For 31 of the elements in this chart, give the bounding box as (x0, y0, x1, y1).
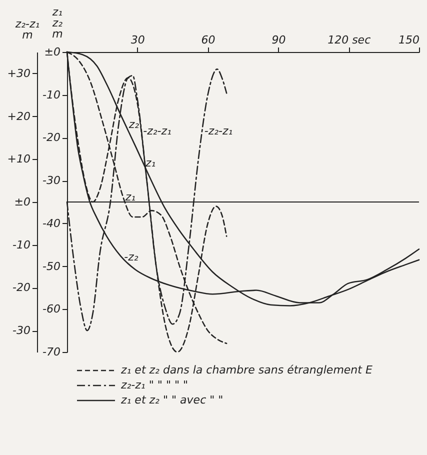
y-axis-title: z₁ z₂ m (51, 6, 64, 40)
legend-label: z₂-z₁ " " " " " (120, 378, 188, 392)
annotation: -z₂ (124, 250, 139, 264)
y-tick-label: -70 (42, 346, 60, 358)
y-tick-label: -20 (42, 131, 60, 144)
y2-tick-label: +20 (7, 110, 30, 123)
annotation: -z₂-z₁ (204, 124, 233, 138)
x-tick-label: 90 (272, 34, 286, 46)
x-tick-label: 150 (398, 34, 420, 46)
y2-tick-label: -30 (12, 324, 30, 338)
legend-label: z₁ et z₂ dans la chambre sans étranglement E (120, 364, 372, 376)
annotation: -z₂-z₁ (143, 124, 172, 138)
y2-tick-label: ±0 (14, 196, 30, 208)
y-tick-label: -50 (42, 260, 60, 273)
y-tick-label: -40 (42, 216, 60, 230)
y2-tick-label: +30 (7, 66, 30, 80)
y-tick-label: -30 (42, 174, 60, 188)
legend-label: z₁ et z₂ " " avec " " (120, 394, 224, 406)
y-tick-label: -10 (42, 88, 60, 102)
y-tick-label: -60 (42, 302, 60, 316)
x-tick-label: 60 (201, 34, 216, 46)
y2-tick-label: -20 (12, 281, 30, 294)
y2-tick-label: +10 (7, 152, 30, 166)
y2-tick-label: -10 (12, 238, 30, 252)
x-tick-label: 30 (130, 34, 145, 46)
annotation: z₁ (124, 190, 136, 204)
y2-axis-title: z₂-z₁ m (14, 18, 40, 42)
annotation: z₂ (128, 118, 140, 131)
annotation: z₁ (144, 156, 156, 170)
y-tick-label: ±0 (44, 46, 60, 58)
x-tick-label: 120 sec (328, 34, 371, 46)
